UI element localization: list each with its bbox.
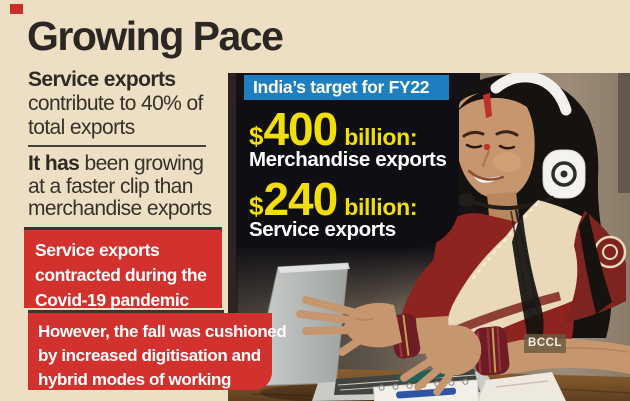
alert-line: hybrid modes of working — [38, 370, 231, 389]
intro-paragraph: Service exports contribute to 40% of tot… — [28, 68, 203, 140]
alert-box-contraction: Service exports contracted during the Co… — [24, 227, 222, 310]
target-unit: billion: — [344, 124, 418, 150]
target-unit: billion: — [344, 194, 418, 220]
photo-left-strip — [228, 73, 238, 313]
alert-line: Covid-19 pandemic — [35, 290, 189, 310]
target-item-services: $240 billion: Service exports — [249, 173, 459, 241]
currency-symbol: $ — [249, 191, 264, 221]
face — [454, 91, 535, 199]
arms-hands — [296, 296, 630, 396]
photo-credit-badge: BCCL — [524, 334, 566, 353]
alert-line: contracted during the — [35, 265, 207, 285]
target-label: Merchandise exports — [249, 148, 447, 171]
currency-symbol: $ — [249, 121, 264, 151]
microphone-boom — [474, 196, 554, 210]
growth-rest: been growing — [79, 152, 204, 175]
alert-separator-line — [28, 310, 224, 313]
woman — [401, 73, 627, 353]
alert-line: However, the fall was cushioned — [38, 322, 287, 341]
bindi — [483, 143, 491, 151]
target-panel: $400 billion: Merchandise exports $240 bil… — [237, 99, 459, 248]
growth-paragraph: It has been growing at a faster clip tha… — [28, 152, 212, 221]
divider-line — [28, 145, 206, 147]
paper-sheet — [478, 372, 566, 401]
page-title: Growing Pace — [27, 13, 284, 59]
corner-red-mark — [10, 4, 23, 14]
intro-line: total exports — [28, 116, 135, 139]
intro-line: contribute to 40% of — [28, 92, 203, 115]
growth-line: merchandise exports — [28, 197, 212, 220]
necklace — [514, 209, 542, 321]
alert-box-cushion: However, the fall was cushioned by incre… — [28, 313, 287, 390]
target-item-merchandise: $400 billion: Merchandise exports — [249, 103, 459, 171]
target-amount: 400 — [263, 103, 338, 155]
microphone-tip — [457, 193, 475, 207]
target-label: Service exports — [249, 218, 396, 241]
target-panel-header: India’s target for FY22 — [244, 75, 449, 100]
alert-line: by increased digitisation and — [38, 346, 261, 365]
growth-line: at a faster clip than — [28, 174, 193, 198]
sindoor-mark — [483, 93, 492, 118]
window-frame — [618, 73, 630, 193]
alert-line: Service exports — [35, 240, 160, 260]
target-amount: 240 — [263, 173, 338, 225]
intro-bold: Service exports — [28, 68, 176, 91]
growth-bold: It has — [28, 152, 80, 175]
